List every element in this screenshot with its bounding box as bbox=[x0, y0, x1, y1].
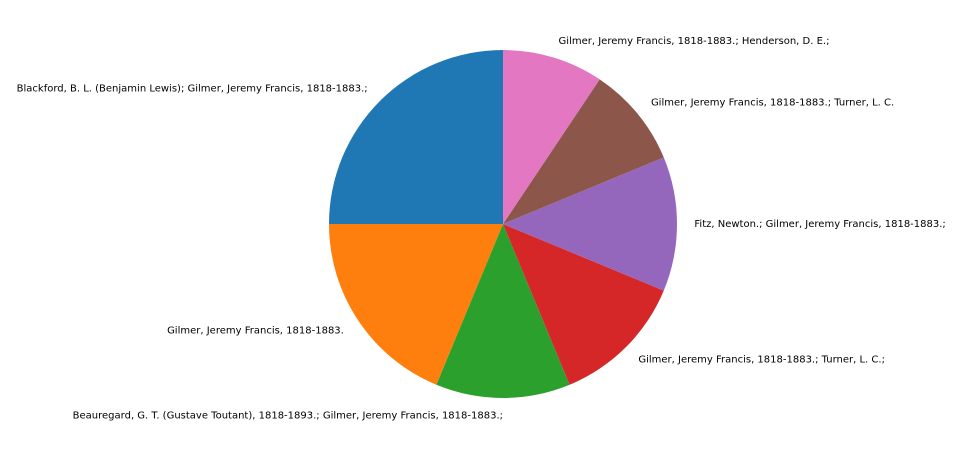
pie-slice-label-4: Gilmer, Jeremy Francis, 1818-1883.; Turn… bbox=[638, 354, 885, 365]
pie-slice-3 bbox=[436, 224, 570, 399]
pie-slice-label-3: Beauregard, G. T. (Gustave Toutant), 181… bbox=[73, 410, 503, 421]
pie-slice-2 bbox=[329, 224, 503, 385]
pie-labels: Blackford, B. L. (Benjamin Lewis); Gilme… bbox=[17, 36, 946, 422]
pie-slice-label-6: Gilmer, Jeremy Francis, 1818-1883.; Turn… bbox=[651, 98, 894, 109]
pie-slice-4 bbox=[503, 224, 664, 385]
pie-slice-label-1: Blackford, B. L. (Benjamin Lewis); Gilme… bbox=[17, 84, 368, 95]
pie-slice-label-7: Gilmer, Jeremy Francis, 1818-1883.; Hend… bbox=[559, 36, 830, 47]
pie-slice-label-2: Gilmer, Jeremy Francis, 1818-1883. bbox=[167, 325, 344, 336]
pie-slice-6 bbox=[503, 79, 664, 224]
pie-slice-7 bbox=[503, 50, 600, 224]
pie-slice-1 bbox=[329, 50, 503, 224]
pie-slices bbox=[329, 50, 678, 399]
pie-slice-label-5: Fitz, Newton.; Gilmer, Jeremy Francis, 1… bbox=[694, 219, 945, 230]
pie-slice-5 bbox=[503, 157, 678, 291]
